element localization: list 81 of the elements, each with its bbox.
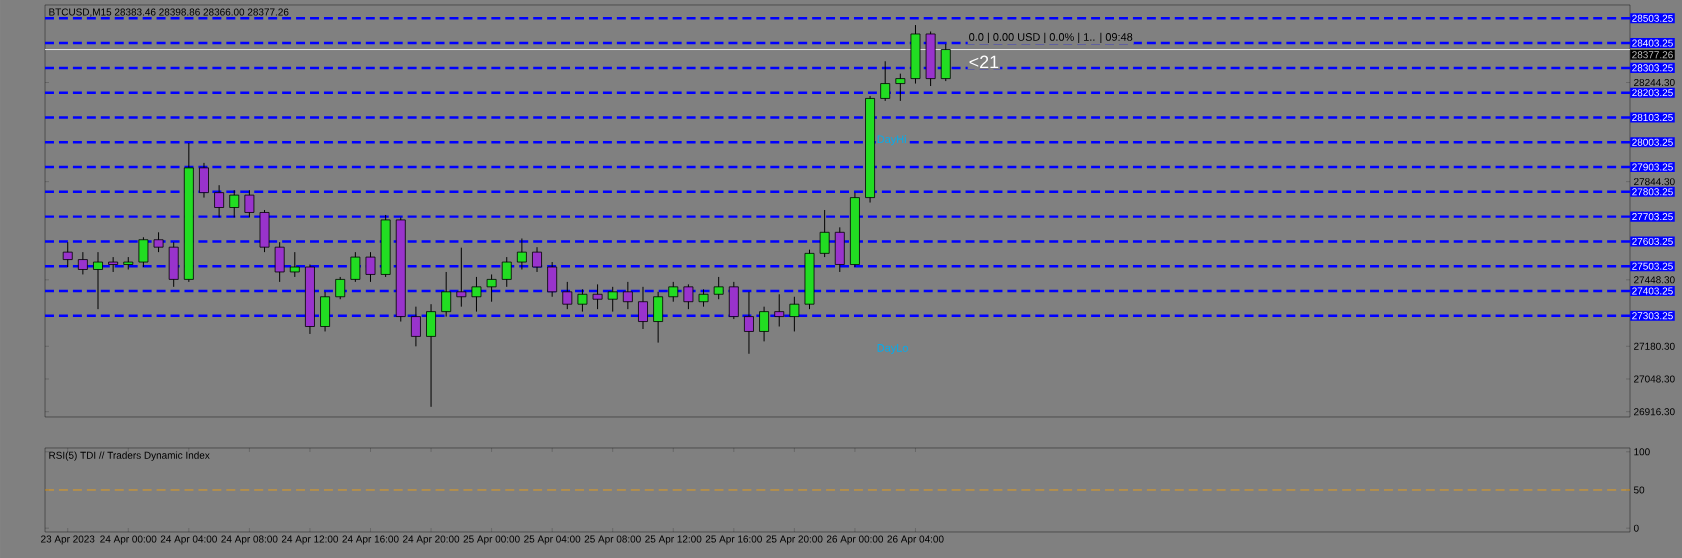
- candlestick: [895, 73, 906, 102]
- candlestick: [108, 256, 119, 273]
- candlestick: [592, 283, 603, 310]
- candlestick: [562, 281, 573, 310]
- x-tick-label: 24 Apr 20:00: [403, 535, 460, 545]
- y-tick-label: 27048.30: [1634, 375, 1675, 383]
- ref-line-label: 27403.25: [1632, 287, 1673, 295]
- x-tick-label: 25 Apr 04:00: [524, 535, 581, 545]
- candlestick: [638, 286, 648, 330]
- x-tick-label: 24 Apr 12:00: [281, 535, 339, 545]
- candlestick: [744, 291, 754, 355]
- candlestick: [668, 281, 679, 303]
- candlestick: [471, 276, 482, 313]
- ref-line-label: 28503.25: [1632, 14, 1673, 22]
- y-tick-label: 100: [1634, 448, 1650, 456]
- ref-line-label: 27503.25: [1632, 262, 1673, 270]
- chart-title: RSI(5) TDI // Traders Dynamic Index: [49, 451, 210, 461]
- candlestick: [713, 276, 724, 300]
- x-tick-label: 25 Apr 12:00: [645, 535, 702, 545]
- x-tick-label: 23 Apr 2023: [41, 535, 95, 545]
- x-tick-label: 25 Apr 08:00: [584, 535, 641, 545]
- ref-line-label: 28403.25: [1632, 39, 1673, 47]
- x-tick-label: 25 Apr 00:00: [463, 535, 520, 545]
- ref-line-label: 27303.25: [1632, 312, 1673, 320]
- y-tick-label: 27448.30: [1634, 276, 1675, 284]
- x-tick-label: 26 Apr 04:00: [887, 535, 944, 545]
- candlestick: [577, 288, 588, 313]
- candlestick: [456, 247, 467, 308]
- x-tick-label: 26 Apr 00:00: [826, 535, 884, 545]
- candlestick: [244, 189, 255, 218]
- candlestick: [335, 276, 346, 300]
- x-tick-label: 25 Apr 20:00: [766, 535, 823, 545]
- candlestick: [774, 293, 785, 327]
- ref-line-label: 28377.26: [1632, 51, 1673, 59]
- candlestick: [516, 238, 527, 270]
- candlestick: [683, 283, 694, 310]
- candlestick: [350, 251, 361, 283]
- candlestick: [486, 273, 497, 303]
- ref-line-label: 28203.25: [1632, 89, 1673, 97]
- x-tick-label: 24 Apr 04:00: [160, 535, 217, 545]
- candlestick: [138, 236, 149, 268]
- x-tick-label: 24 Apr 08:00: [221, 535, 278, 545]
- ref-line-label: 27803.25: [1632, 188, 1673, 196]
- candlestick: [62, 241, 73, 268]
- y-tick-label: 0: [1633, 524, 1639, 532]
- candlestick: [410, 306, 421, 347]
- annotation: 0.0 | 0.00 USD | 0.0% | 1.. | 09:48: [969, 32, 1133, 44]
- candlestick: [789, 296, 800, 332]
- candlestick: [532, 246, 542, 273]
- candlestick: [501, 256, 512, 288]
- ref-line-label: 27703.25: [1632, 213, 1673, 221]
- y-tick-label: 27844.30: [1634, 178, 1675, 186]
- candlestick: [607, 286, 618, 313]
- annotation: <21: [969, 55, 999, 69]
- y-tick-label: 28244.30: [1634, 78, 1675, 87]
- candlestick: [153, 231, 164, 253]
- ref-line-label: 27903.25: [1632, 163, 1673, 171]
- candlestick: [759, 306, 770, 342]
- candlestick: [93, 251, 103, 310]
- ref-line-label: 28303.25: [1632, 64, 1673, 72]
- y-tick-label: 27180.30: [1634, 342, 1675, 350]
- x-tick-label: 24 Apr 00:00: [100, 535, 157, 545]
- annotation: DayHi: [877, 135, 906, 146]
- y-tick-label: 26916.30: [1634, 408, 1675, 416]
- candlestick: [880, 60, 891, 102]
- candlestick: [819, 209, 830, 258]
- candlestick: [214, 184, 225, 218]
- candlestick: [365, 251, 376, 283]
- chart-title: BTCUSD,M15 28383.46 28398.86 28366.00 28377.26: [49, 8, 289, 17]
- candlestick: [77, 251, 88, 275]
- candlestick: [441, 271, 452, 318]
- candlestick: [229, 189, 240, 218]
- candlestick: [622, 281, 633, 310]
- x-tick-label: 24 Apr 16:00: [342, 535, 399, 545]
- ref-line-label: 28103.25: [1632, 113, 1673, 121]
- annotation: DayLo: [877, 344, 908, 354]
- candlestick: [289, 251, 300, 278]
- x-tick-label: 25 Apr 16:00: [705, 535, 762, 545]
- y-tick-label: 50: [1633, 486, 1645, 494]
- ref-line-label: 28003.25: [1632, 138, 1673, 146]
- ref-line-label: 27603.25: [1632, 237, 1673, 245]
